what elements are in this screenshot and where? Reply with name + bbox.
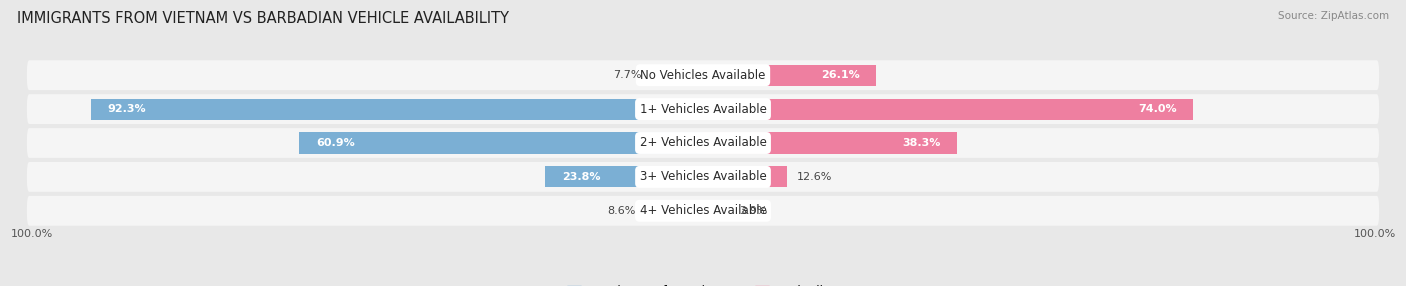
Bar [703,200,728,221]
Text: 3+ Vehicles Available: 3+ Vehicles Available [640,170,766,183]
Text: 23.8%: 23.8% [562,172,600,182]
Bar [546,166,703,187]
Text: 26.1%: 26.1% [821,70,859,80]
Bar [299,132,703,154]
Text: 12.6%: 12.6% [796,172,832,182]
Text: 74.0%: 74.0% [1139,104,1177,114]
FancyBboxPatch shape [27,128,1379,158]
Text: 8.6%: 8.6% [607,206,636,216]
FancyBboxPatch shape [27,196,1379,226]
Text: 60.9%: 60.9% [316,138,354,148]
Bar [645,200,703,221]
Legend: Immigrants from Vietnam, Barbadian: Immigrants from Vietnam, Barbadian [567,285,839,286]
Bar [91,99,703,120]
Text: 4+ Vehicles Available: 4+ Vehicles Available [640,204,766,217]
Text: 7.7%: 7.7% [613,70,643,80]
Bar [703,132,957,154]
Text: 1+ Vehicles Available: 1+ Vehicles Available [640,103,766,116]
Bar [703,166,786,187]
FancyBboxPatch shape [27,162,1379,192]
FancyBboxPatch shape [27,60,1379,90]
FancyBboxPatch shape [27,94,1379,124]
Text: No Vehicles Available: No Vehicles Available [640,69,766,82]
Text: 2+ Vehicles Available: 2+ Vehicles Available [640,136,766,150]
Text: 100.0%: 100.0% [1354,229,1396,239]
Text: Source: ZipAtlas.com: Source: ZipAtlas.com [1278,11,1389,21]
Text: 92.3%: 92.3% [108,104,146,114]
Text: IMMIGRANTS FROM VIETNAM VS BARBADIAN VEHICLE AVAILABILITY: IMMIGRANTS FROM VIETNAM VS BARBADIAN VEH… [17,11,509,26]
Bar [652,65,703,86]
Bar [703,65,876,86]
Text: 38.3%: 38.3% [901,138,941,148]
Text: 100.0%: 100.0% [10,229,52,239]
Text: 3.9%: 3.9% [738,206,768,216]
Bar [703,99,1194,120]
